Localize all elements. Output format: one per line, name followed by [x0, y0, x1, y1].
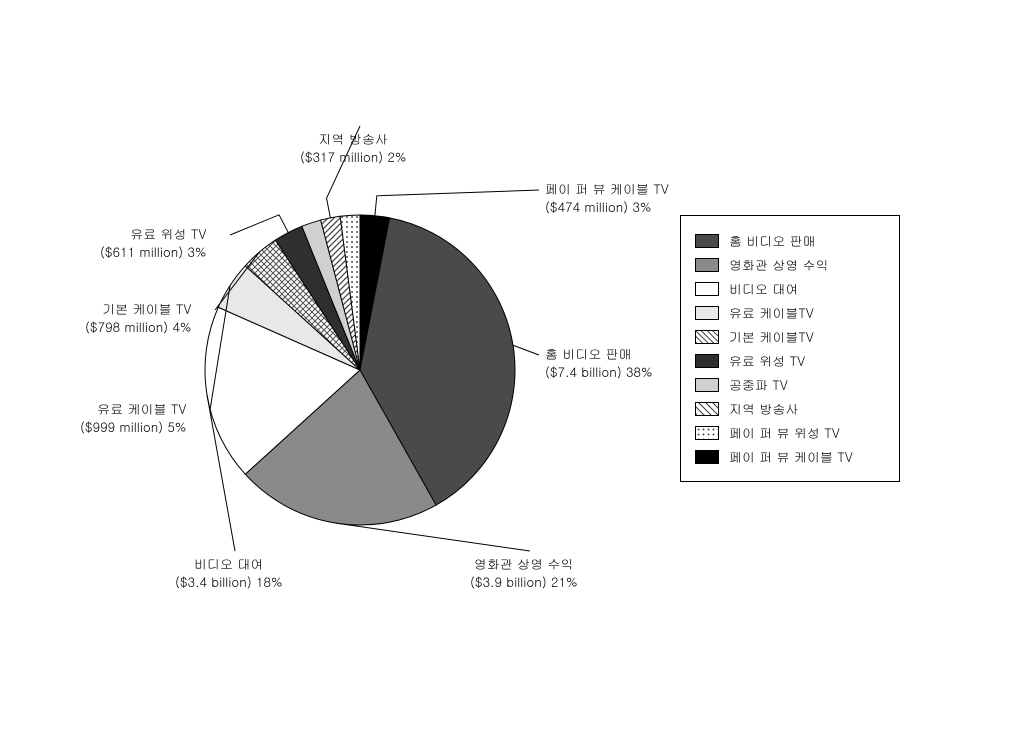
legend-swatch: [695, 402, 719, 416]
leader-ppv_cable: [375, 190, 539, 216]
slice-label-line2: ($999 million) 5%: [80, 418, 186, 436]
legend-item: 페이 퍼 뷰 케이블 TV: [695, 447, 885, 466]
legend-swatch: [695, 234, 719, 248]
slice-label-line1: 페이 퍼 뷰 케이블 TV: [545, 180, 669, 198]
legend-label: 기본 케이블TV: [729, 327, 814, 346]
legend-label: 공중파 TV: [729, 375, 788, 394]
legend-swatch: [695, 330, 719, 344]
legend-swatch: [695, 426, 719, 440]
legend-swatch: [695, 258, 719, 272]
slice-label-home_video: 홈 비디오 판매($7.4 billion) 38%: [545, 345, 652, 381]
legend: 홈 비디오 판매영화관 상영 수익비디오 대여유료 케이블TV 기본 케이블TV 유…: [680, 215, 900, 482]
slice-label-pay_sat: 유료 위성 TV($611 million) 3%: [100, 225, 206, 261]
slice-label-line1: 유료 케이블 TV: [80, 400, 186, 418]
slice-label-line2: ($7.4 billion) 38%: [545, 363, 652, 381]
slice-label-line1: 지역 방송사: [300, 130, 406, 148]
legend-item: 지역 방송사: [695, 399, 885, 418]
legend-item: 비디오 대여: [695, 279, 885, 298]
legend-label: 지역 방송사: [729, 399, 798, 418]
legend-label: 비디오 대여: [729, 279, 798, 298]
legend-item: 영화관 상영 수익: [695, 255, 885, 274]
leader-theatrical: [335, 523, 530, 551]
legend-label: 유료 위성 TV: [729, 351, 805, 370]
legend-label: 영화관 상영 수익: [729, 255, 829, 274]
legend-label: 페이 퍼 뷰 위성 TV: [729, 423, 840, 442]
legend-label: 페이 퍼 뷰 케이블 TV: [729, 447, 853, 466]
slice-label-line1: 기본 케이블 TV: [85, 300, 191, 318]
leader-pay_sat: [230, 215, 288, 235]
legend-swatch: [695, 378, 719, 392]
slice-label-line2: ($3.4 billion) 18%: [175, 573, 282, 591]
slice-label-line1: 영화관 상영 수익: [470, 555, 577, 573]
slice-label-line2: ($611 million) 3%: [100, 243, 206, 261]
slice-label-ppv_cable: 페이 퍼 뷰 케이블 TV($474 million) 3%: [545, 180, 669, 216]
slice-label-local: 지역 방송사($317 million) 2%: [300, 130, 406, 166]
legend-item: 공중파 TV: [695, 375, 885, 394]
legend-item: 유료 위성 TV: [695, 351, 885, 370]
slice-label-line1: 비디오 대여: [175, 555, 282, 573]
slice-label-line2: ($798 million) 4%: [85, 318, 191, 336]
legend-label: 홈 비디오 판매: [729, 231, 816, 250]
legend-swatch: [695, 306, 719, 320]
slice-label-theatrical: 영화관 상영 수익($3.9 billion) 21%: [470, 555, 577, 591]
legend-item: 기본 케이블TV: [695, 327, 885, 346]
legend-item: 유료 케이블TV: [695, 303, 885, 322]
slice-label-line1: 유료 위성 TV: [100, 225, 206, 243]
legend-swatch: [695, 282, 719, 296]
slice-label-line2: ($317 million) 2%: [300, 148, 406, 166]
slice-label-pay_cable: 유료 케이블 TV($999 million) 5%: [80, 400, 186, 436]
leader-home_video: [513, 345, 539, 355]
legend-item: 홈 비디오 판매: [695, 231, 885, 250]
legend-label: 유료 케이블TV: [729, 303, 814, 322]
legend-item: 페이 퍼 뷰 위성 TV: [695, 423, 885, 442]
slice-label-rental: 비디오 대여($3.4 billion) 18%: [175, 555, 282, 591]
slice-label-line2: ($3.9 billion) 21%: [470, 573, 577, 591]
legend-swatch: [695, 450, 719, 464]
legend-swatch: [695, 354, 719, 368]
slice-label-basic_cable: 기본 케이블 TV($798 million) 4%: [85, 300, 191, 336]
slice-label-line2: ($474 million) 3%: [545, 198, 669, 216]
slice-label-line1: 홈 비디오 판매: [545, 345, 652, 363]
